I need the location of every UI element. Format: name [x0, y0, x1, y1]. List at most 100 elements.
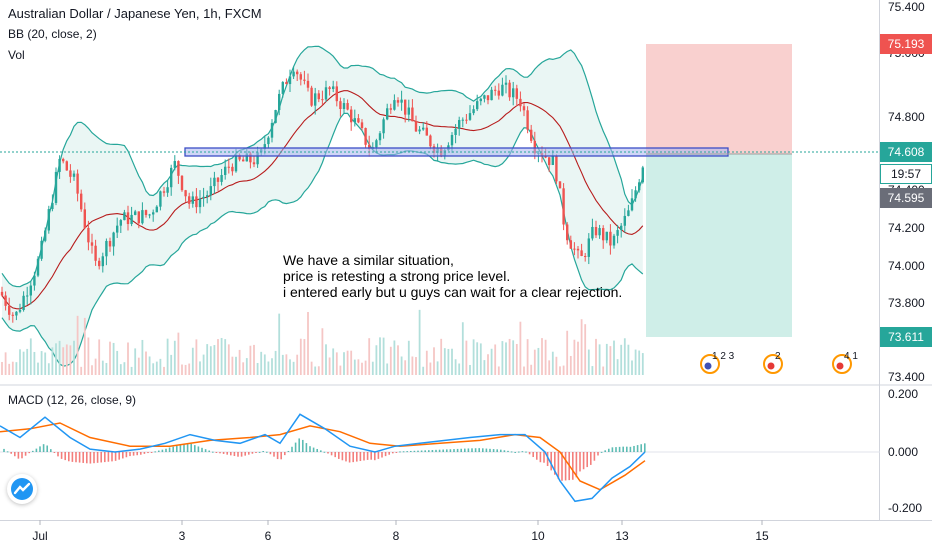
volume-bar	[393, 340, 396, 375]
volume-bar	[271, 358, 273, 375]
candle-body	[400, 99, 403, 103]
macd-histogram-bar	[248, 452, 250, 455]
volume-bar	[116, 350, 119, 375]
macd-histogram-bar	[543, 452, 545, 463]
macd-histogram-bar	[57, 452, 59, 457]
macd-histogram-bar	[255, 452, 257, 453]
candle-body	[234, 154, 238, 172]
macd-histogram-bar	[402, 451, 405, 453]
candle-body	[530, 129, 533, 141]
macd-histogram-bar	[611, 447, 614, 452]
volume-bar	[566, 330, 569, 375]
volume-bar	[231, 356, 234, 375]
candle-body	[72, 173, 76, 177]
candle-body	[195, 196, 198, 208]
candle-body	[98, 260, 101, 267]
volume-bar	[303, 339, 306, 375]
macd-histogram-bar	[338, 452, 340, 459]
candle-body	[422, 127, 425, 130]
volume-bar	[483, 360, 486, 375]
candle-body	[494, 89, 497, 91]
time-tick-label: 8	[393, 529, 400, 543]
trade-annotation[interactable]: We have a similar situation, price is re…	[283, 252, 622, 300]
candle-body	[620, 225, 623, 231]
volume-bar	[577, 341, 579, 375]
volume-bar	[562, 365, 565, 375]
candle-body	[486, 95, 490, 101]
candle-body	[393, 100, 396, 110]
take-profit-zone[interactable]	[646, 154, 792, 337]
candle-body	[306, 80, 310, 88]
macd-indicator-label[interactable]: MACD (12, 26, close, 9)	[8, 393, 137, 407]
candle-body	[310, 87, 313, 106]
stop-loss-zone[interactable]	[646, 44, 792, 154]
candle-body	[108, 240, 112, 247]
volume-bar	[541, 338, 543, 375]
macd-histogram-bar	[464, 448, 466, 452]
event-markers[interactable]: 1 2 3 2 4 1	[700, 351, 858, 374]
macd-histogram-bar	[201, 447, 203, 452]
volume-indicator-label[interactable]: Vol	[8, 48, 25, 62]
macd-histogram-bar	[640, 444, 642, 452]
volume-bar	[220, 337, 223, 375]
candle-body	[609, 231, 612, 246]
candle-body	[458, 120, 461, 129]
candle-body	[242, 159, 245, 162]
candle-body	[533, 140, 536, 154]
macd-histogram-bar	[546, 452, 549, 467]
bb-indicator-label[interactable]: BB (20, close, 2)	[8, 27, 97, 41]
volume-bar	[346, 350, 349, 375]
volume-bar	[278, 313, 281, 375]
macd-histogram-bar	[320, 450, 322, 452]
candle-body	[40, 240, 43, 259]
macd-histogram-bar	[237, 452, 239, 457]
macd-histogram-bar	[258, 451, 261, 453]
macd-histogram-bar	[28, 452, 30, 454]
candle-body	[249, 153, 252, 163]
candle-body	[623, 215, 626, 226]
macd-histogram-bar	[42, 444, 45, 452]
macd-histogram-bar	[428, 450, 430, 452]
macd-histogram-bar	[32, 450, 34, 452]
volume-bar	[94, 358, 97, 375]
macd-histogram-bar	[622, 446, 624, 452]
candle-body	[368, 144, 371, 150]
volume-bar	[530, 364, 533, 375]
candle-body	[616, 230, 619, 236]
volume-bar	[569, 355, 572, 375]
candle-body	[328, 87, 331, 90]
macd-histogram-bar	[374, 452, 376, 461]
candle-body	[335, 86, 338, 102]
candle-body	[238, 154, 241, 160]
macd-histogram-bar	[615, 447, 617, 452]
candle-body	[504, 82, 508, 85]
macd-histogram-bar	[510, 451, 513, 453]
macd-histogram-bar	[197, 446, 200, 452]
macd-histogram-bar	[71, 452, 74, 462]
volume-bar	[389, 346, 392, 375]
tradingview-logo[interactable]	[7, 474, 37, 504]
tradingview-icon	[11, 478, 33, 500]
candle-body	[256, 152, 259, 165]
macd-histogram-bar	[618, 446, 621, 452]
macd-histogram-bar	[485, 448, 488, 452]
volume-bar	[22, 351, 25, 375]
candle-body	[566, 224, 569, 241]
candle-body	[605, 231, 608, 241]
macd-histogram-bar	[633, 445, 635, 452]
macd-histogram-bar	[147, 452, 149, 454]
volume-bar	[15, 362, 18, 375]
macd-histogram-bar	[449, 449, 452, 452]
macd-line	[0, 413, 646, 503]
macd-histogram-bar	[496, 449, 498, 452]
candle-body	[378, 133, 382, 141]
volume-bar	[181, 364, 183, 375]
volume-bar	[476, 342, 479, 375]
volume-bar	[184, 364, 187, 375]
candle-body	[105, 240, 108, 257]
symbol-title[interactable]: Australian Dollar / Japanese Yen, 1h, FX…	[8, 6, 262, 21]
macd-histogram-bar	[536, 452, 538, 460]
candle-body	[8, 305, 11, 315]
volume-bar	[11, 361, 14, 375]
